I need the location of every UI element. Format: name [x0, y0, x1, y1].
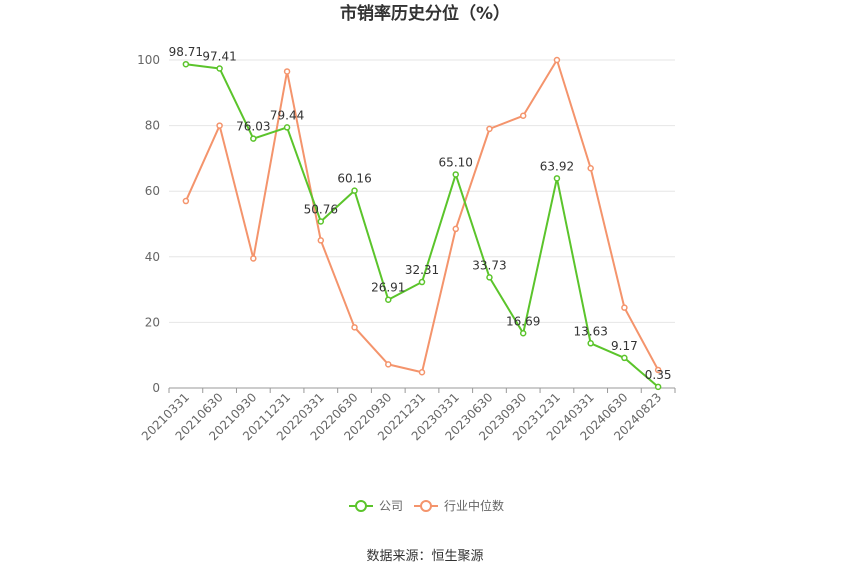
y-tick-label: 40: [145, 250, 160, 264]
y-tick-label: 60: [145, 184, 160, 198]
data-point: [418, 278, 426, 286]
y-tick-label: 20: [145, 315, 160, 329]
data-point: [317, 237, 325, 244]
y-tick-label: 0: [152, 381, 160, 395]
data-point: [418, 369, 426, 376]
data-label: 9.17: [611, 339, 638, 353]
data-point: [519, 112, 527, 120]
data-point: [385, 296, 392, 303]
data-label: 13.63: [573, 324, 607, 338]
y-axis: 0 20 40 60 80 100: [137, 53, 160, 395]
source-note: 数据来源：恒生聚源: [366, 549, 483, 564]
data-label: 16.69: [506, 314, 540, 328]
data-point: [250, 135, 257, 142]
data-point: [654, 366, 662, 374]
data-point: [216, 65, 223, 72]
y-tick-label: 100: [137, 53, 160, 67]
legend-marker: [420, 500, 432, 512]
data-point: [621, 304, 628, 311]
data-point: [621, 354, 628, 362]
data-point: [486, 274, 493, 281]
data-point: [385, 361, 392, 368]
data-label: 98.71: [169, 45, 203, 59]
data-point: [587, 164, 594, 172]
legend-marker: [355, 500, 367, 512]
data-label: 50.76: [304, 203, 338, 217]
data-point: [519, 330, 527, 337]
legend-label: 公司: [379, 499, 403, 513]
data-point: [216, 122, 223, 129]
data-label: 76.03: [236, 120, 270, 134]
data-label: 33.73: [472, 258, 506, 272]
data-label: 79.44: [270, 108, 304, 122]
series-line-0: [185, 63, 659, 388]
data-point: [553, 56, 561, 64]
data-label: 97.41: [202, 49, 236, 63]
data-label: 60.16: [337, 172, 371, 186]
x-axis: 2021033120210630202109302021123120220331…: [139, 387, 676, 443]
data-label: 0.35: [645, 368, 672, 382]
legend-label: 行业中位数: [444, 498, 504, 513]
data-label: 63.92: [540, 159, 574, 173]
series-layer: [182, 56, 662, 391]
data-point: [283, 68, 291, 75]
y-tick-label: 80: [145, 119, 160, 133]
legend-item-0[interactable]: 公司: [349, 499, 403, 513]
data-point: [654, 383, 662, 391]
data-point: [452, 171, 459, 178]
data-point: [553, 175, 561, 182]
data-point: [351, 324, 358, 331]
data-label: 65.10: [439, 155, 473, 169]
data-point: [317, 218, 325, 225]
data-label: 32.31: [405, 263, 439, 277]
data-point: [587, 340, 594, 347]
data-point: [486, 125, 493, 133]
data-point: [452, 225, 459, 233]
data-point: [182, 60, 190, 68]
data-point: [351, 187, 358, 194]
chart-title: 市销率历史分位（%）: [340, 3, 510, 24]
legend-item-1[interactable]: 行业中位数: [414, 498, 504, 513]
data-point: [182, 197, 190, 205]
data-point: [250, 255, 257, 262]
data-point: [283, 124, 291, 131]
legend[interactable]: 公司 行业中位数: [349, 498, 504, 513]
data-label: 26.91: [371, 281, 405, 295]
